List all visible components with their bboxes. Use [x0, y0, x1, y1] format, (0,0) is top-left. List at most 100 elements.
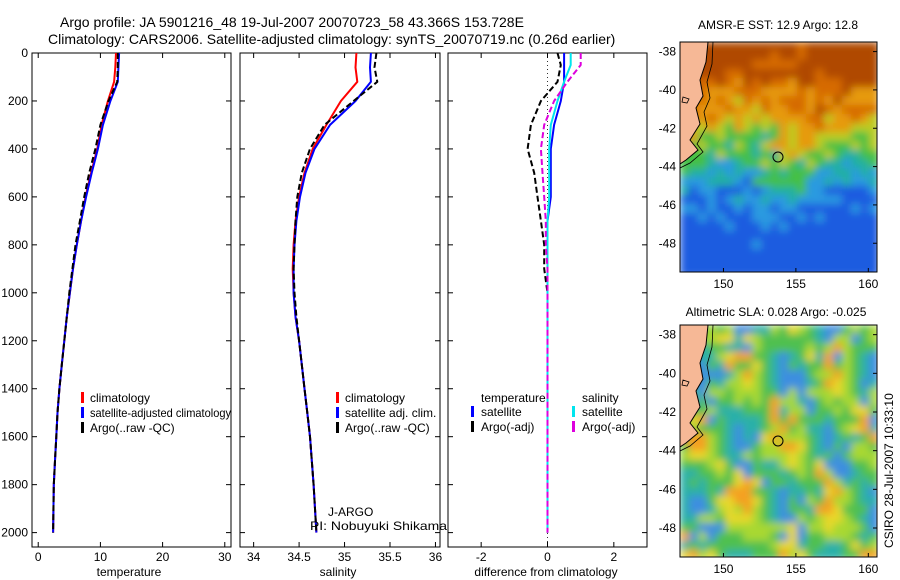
map-cell	[788, 105, 798, 115]
map-cell	[725, 168, 735, 178]
map-cell	[707, 231, 717, 241]
map-cell	[851, 195, 861, 205]
map-cell	[779, 222, 789, 232]
map-cell	[842, 204, 852, 214]
map-cell	[788, 433, 798, 443]
map-cell	[851, 514, 861, 524]
map-cell	[725, 51, 735, 61]
map-cell	[833, 496, 843, 506]
map-cell	[824, 258, 834, 268]
map-ytick-label: -42	[659, 121, 677, 135]
map-cell	[707, 195, 717, 205]
map-cell	[707, 550, 717, 557]
sst-map-frame	[679, 41, 878, 273]
map-cell	[779, 406, 789, 416]
map-cell	[869, 78, 877, 88]
map-cell	[716, 514, 726, 524]
map-cell	[761, 249, 771, 259]
map-ytick-label: -40	[659, 83, 677, 97]
map-cell	[797, 231, 807, 241]
map-cell	[869, 141, 877, 151]
map-cell	[743, 442, 753, 452]
map-cell	[842, 213, 852, 223]
argo-location-marker-sla	[772, 435, 784, 447]
map-cell	[779, 442, 789, 452]
map-cell	[761, 514, 771, 524]
map-cell	[698, 370, 708, 380]
map-cell	[680, 168, 690, 178]
map-cell	[698, 397, 708, 407]
map-cell	[815, 267, 825, 272]
map-cell	[698, 469, 708, 479]
map-cell	[716, 177, 726, 187]
map-cell	[725, 186, 735, 196]
map-cell	[788, 361, 798, 371]
temperature-series-argo-raw-qc-	[52, 53, 119, 533]
salinity-legend: climatology satellite adj. clim. Argo(..…	[336, 391, 436, 435]
map-cell	[833, 240, 843, 250]
map-cell	[698, 514, 708, 524]
map-cell	[680, 550, 690, 557]
map-cell	[869, 388, 877, 398]
map-cell	[725, 406, 735, 416]
map-cell	[860, 541, 870, 551]
map-cell	[815, 96, 825, 106]
map-cell	[761, 334, 771, 344]
map-cell	[779, 141, 789, 151]
map-cell	[788, 132, 798, 142]
map-cell	[869, 258, 877, 268]
map-cell	[734, 240, 744, 250]
map-cell	[779, 433, 789, 443]
map-cell	[770, 406, 780, 416]
map-cell	[761, 168, 771, 178]
map-cell	[761, 415, 771, 425]
map-cell	[788, 123, 798, 133]
map-cell	[851, 231, 861, 241]
map-cell	[761, 150, 771, 160]
map-cell	[824, 541, 834, 551]
map-cell	[752, 114, 762, 124]
map-cell	[815, 487, 825, 497]
map-cell	[833, 397, 843, 407]
map-cell	[860, 361, 870, 371]
sst-map-axes: 150 155 160 -38 -40 -42 -44 -46 -48	[659, 45, 879, 291]
map-cell	[734, 442, 744, 452]
map-cell	[779, 334, 789, 344]
map-cell	[860, 550, 870, 557]
map-cell	[725, 388, 735, 398]
map-cell	[761, 505, 771, 515]
map-cell	[806, 159, 816, 169]
map-cell	[752, 469, 762, 479]
map-cell	[842, 249, 852, 259]
map-cell	[707, 424, 717, 434]
map-cell	[806, 442, 816, 452]
map-cell	[788, 478, 798, 488]
sst-map	[679, 41, 878, 273]
temperature-profile-plot: 0 10 20 30 0 200 400 600 800 1000 1200 1400 1600 1800…	[1, 46, 231, 564]
map-cell	[725, 550, 735, 557]
map-cell	[824, 523, 834, 533]
map-cell	[860, 51, 870, 61]
map-cell	[824, 240, 834, 250]
map-cell	[842, 186, 852, 196]
map-cell	[698, 222, 708, 232]
map-cell	[725, 240, 735, 250]
map-ytick-label: -46	[659, 198, 677, 212]
map-cell	[761, 523, 771, 533]
map-cell	[788, 96, 798, 106]
map-cell	[770, 442, 780, 452]
map-cell	[869, 177, 877, 187]
map-cell	[788, 204, 798, 214]
map-cell	[833, 195, 843, 205]
map-cell	[842, 267, 852, 272]
map-cell	[842, 123, 852, 133]
map-cell	[770, 451, 780, 461]
map-cell	[806, 388, 816, 398]
map-cell	[806, 514, 816, 524]
map-cell	[842, 406, 852, 416]
map-cell	[734, 325, 744, 335]
map-cell	[734, 105, 744, 115]
map-cell	[761, 451, 771, 461]
map-cell	[824, 370, 834, 380]
map-cell	[689, 240, 699, 250]
